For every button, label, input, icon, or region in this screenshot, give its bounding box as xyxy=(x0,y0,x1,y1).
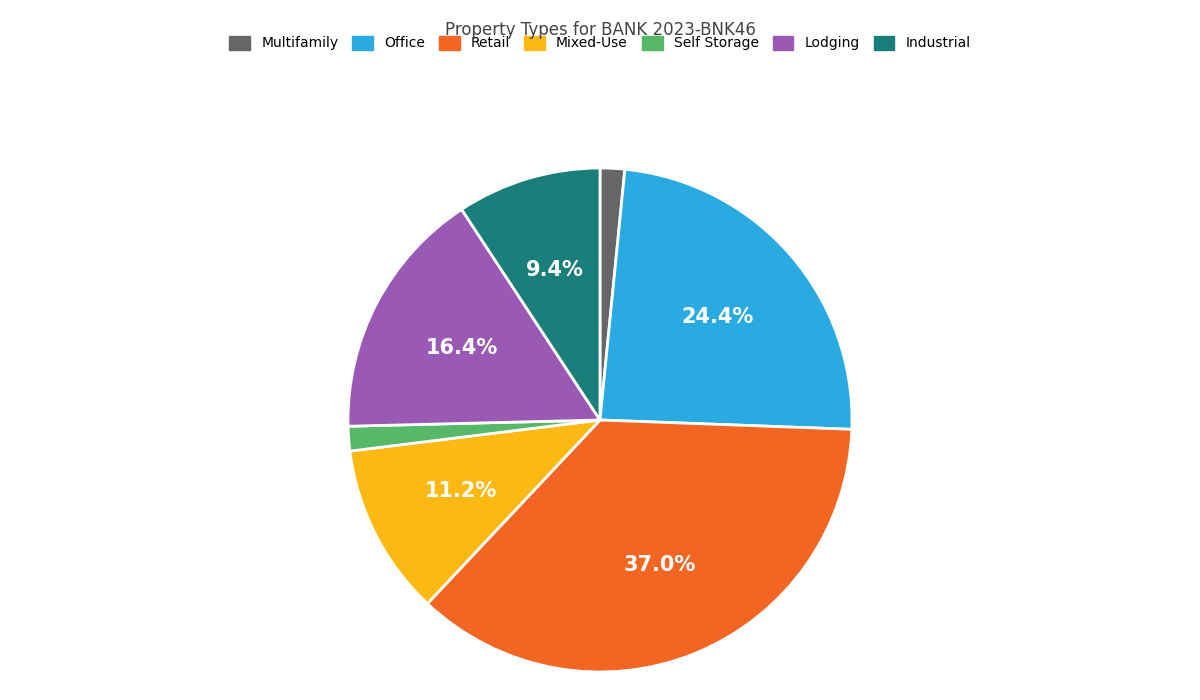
Text: Property Types for BANK 2023-BNK46: Property Types for BANK 2023-BNK46 xyxy=(444,21,756,39)
Wedge shape xyxy=(348,209,600,426)
Text: 11.2%: 11.2% xyxy=(425,481,497,500)
Wedge shape xyxy=(600,168,625,420)
Text: 37.0%: 37.0% xyxy=(623,554,696,575)
Wedge shape xyxy=(350,420,600,603)
Text: 16.4%: 16.4% xyxy=(426,337,498,358)
Text: 24.4%: 24.4% xyxy=(682,307,754,328)
Wedge shape xyxy=(427,420,852,672)
Text: 9.4%: 9.4% xyxy=(527,260,584,280)
Wedge shape xyxy=(462,168,600,420)
Legend: Multifamily, Office, Retail, Mixed-Use, Self Storage, Lodging, Industrial: Multifamily, Office, Retail, Mixed-Use, … xyxy=(223,30,977,56)
Wedge shape xyxy=(348,420,600,451)
Wedge shape xyxy=(600,169,852,429)
